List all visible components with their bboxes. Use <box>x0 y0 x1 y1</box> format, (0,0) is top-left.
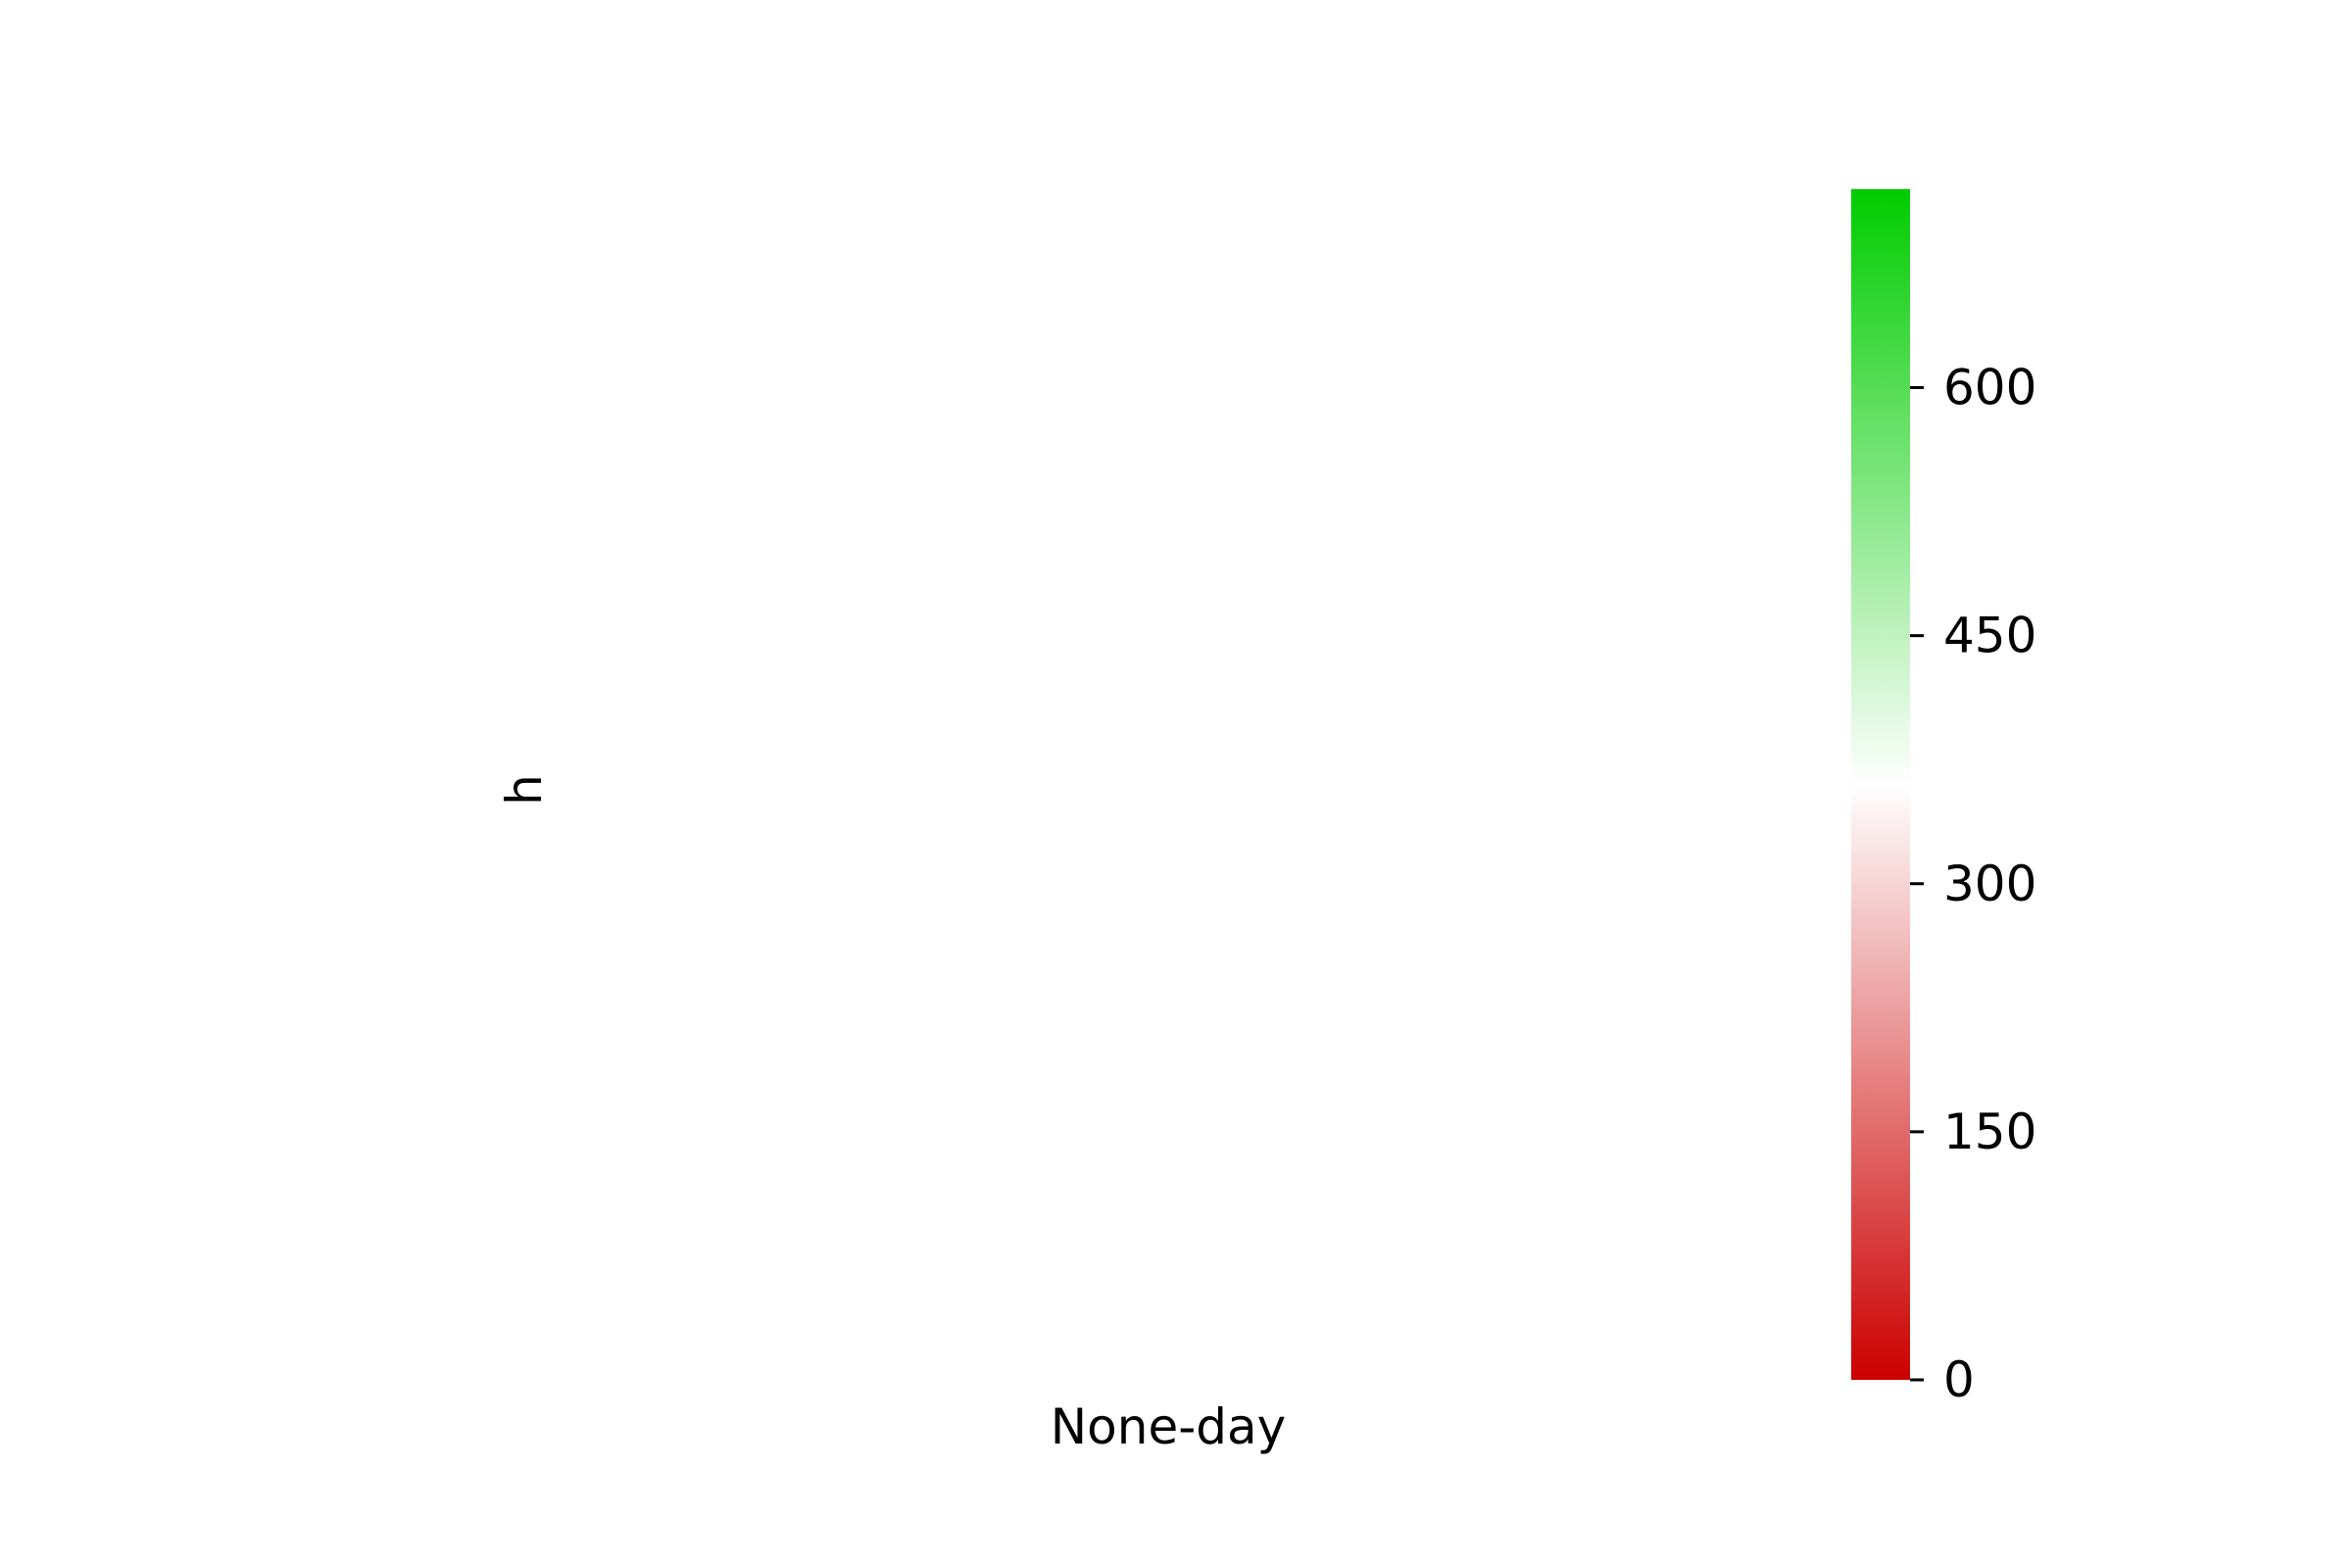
colorbar-tick-label: 0 <box>1943 1351 1975 1408</box>
colorbar-tick-label: 150 <box>1943 1103 2036 1160</box>
x-axis-label: None-day <box>1050 1398 1287 1455</box>
colorbar-gradient <box>1851 189 1910 1380</box>
colorbar-ticks: 0 150 300 450 600 <box>1910 360 2036 1408</box>
colorbar-tick-label: 600 <box>1943 360 2036 416</box>
colorbar-tick-label: 300 <box>1943 856 2036 912</box>
heatmap-plot-area <box>541 189 1795 1380</box>
colorbar-tick-label: 450 <box>1943 608 2036 664</box>
